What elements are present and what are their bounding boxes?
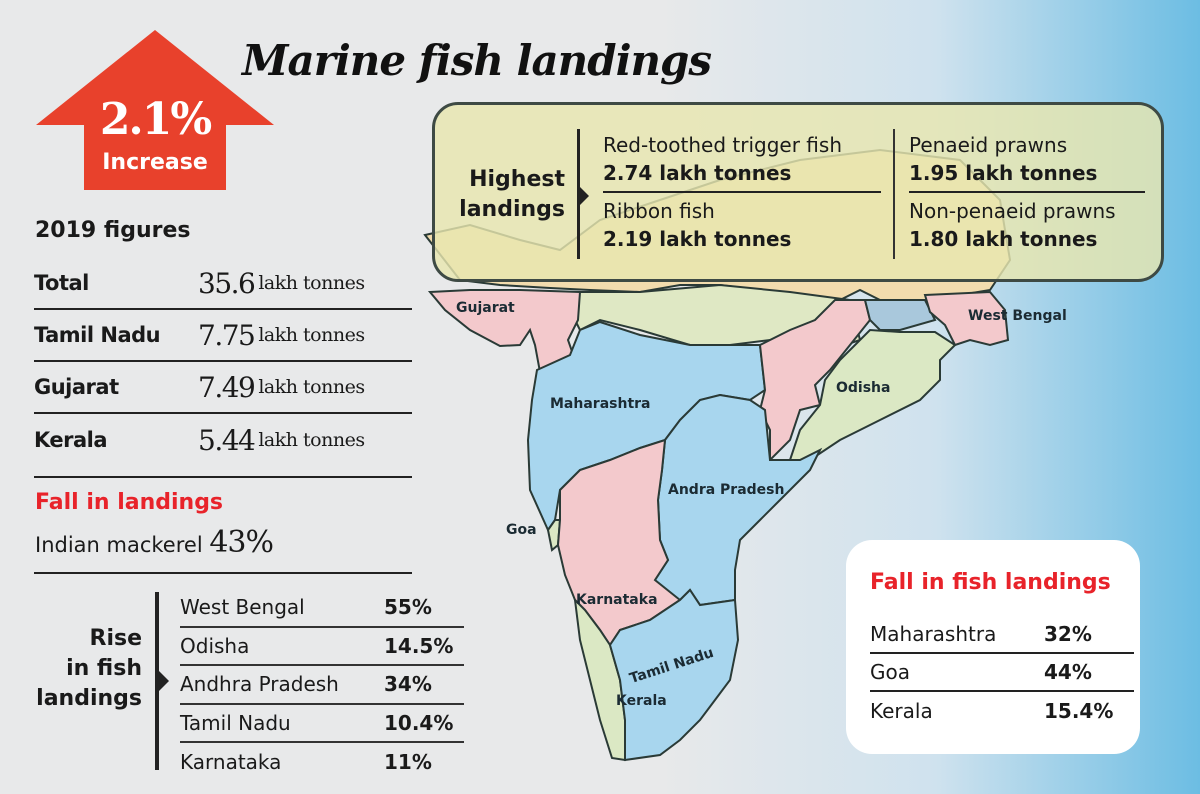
fall-box-table: Maharashtra 32% Goa 44% Kerala 15.4% bbox=[870, 616, 1134, 730]
table-row: Odisha 14.5% bbox=[180, 628, 464, 666]
map-label-karnataka: Karnataka bbox=[576, 592, 658, 608]
figures-table: Total 35.6 lakh tonnes Tamil Nadu 7.75 l… bbox=[34, 258, 412, 466]
figures-row-tamil-nadu: Tamil Nadu 7.75 lakh tonnes bbox=[34, 310, 412, 362]
rise-label-line: landings bbox=[36, 686, 142, 711]
figures-row-gujarat: Gujarat 7.49 lakh tonnes bbox=[34, 362, 412, 414]
rise-state: Andhra Pradesh bbox=[180, 672, 339, 697]
table-row: West Bengal 55% bbox=[180, 589, 464, 628]
highest-col-2: Penaeid prawns 1.95 lakh tonnes Non-pena… bbox=[909, 131, 1145, 253]
divider bbox=[34, 572, 412, 574]
fall-pct: 15.4% bbox=[1044, 699, 1114, 723]
increase-value: 2.1% bbox=[99, 94, 212, 145]
highest-item-name: Red-toothed trigger fish bbox=[603, 133, 842, 157]
table-row: Tamil Nadu 10.4% bbox=[180, 705, 464, 743]
figures-row-value: 35.6 bbox=[198, 266, 256, 300]
fall-in-landings-heading: Fall in landings bbox=[35, 490, 224, 515]
divider bbox=[603, 191, 881, 193]
table-row: Karnataka 11% bbox=[180, 743, 464, 782]
highest-label-line: Highest bbox=[469, 167, 565, 192]
increase-label: Increase bbox=[102, 150, 208, 175]
highest-item: Ribbon fish 2.19 lakh tonnes bbox=[603, 197, 881, 253]
pointer-triangle-icon bbox=[580, 187, 589, 205]
rise-pct: 14.5% bbox=[384, 633, 454, 658]
map-west-bengal bbox=[923, 290, 1010, 347]
fall-pct: 44% bbox=[1044, 660, 1092, 684]
map-jharkhand bbox=[863, 299, 937, 331]
fall-state: Goa bbox=[870, 660, 910, 684]
highest-label-line: landings bbox=[459, 197, 565, 222]
pointer-triangle-icon bbox=[159, 671, 169, 691]
fall-box-heading: Fall in fish landings bbox=[870, 570, 1111, 595]
highest-item-amount: 2.19 lakh tonnes bbox=[603, 227, 792, 251]
map-label-west-bengal: West Bengal bbox=[968, 308, 1067, 324]
up-arrow-icon bbox=[36, 30, 274, 190]
figures-row-kerala: Kerala 5.44 lakh tonnes bbox=[34, 414, 412, 466]
rise-pct: 11% bbox=[384, 750, 432, 775]
rise-table: West Bengal 55% Odisha 14.5% Andhra Prad… bbox=[180, 589, 464, 782]
highest-item-name: Penaeid prawns bbox=[909, 133, 1068, 157]
figures-row-unit: lakh tonnes bbox=[258, 272, 365, 294]
table-row: Andhra Pradesh 34% bbox=[180, 666, 464, 705]
highest-item: Non-penaeid prawns 1.80 lakh tonnes bbox=[909, 197, 1145, 253]
rise-state: Odisha bbox=[180, 633, 250, 658]
column-divider bbox=[893, 129, 895, 259]
figures-row-value: 5.44 bbox=[198, 423, 256, 457]
figures-row-label: Kerala bbox=[34, 428, 108, 452]
rise-label-line: in fish bbox=[66, 656, 142, 681]
increase-badge bbox=[34, 28, 276, 190]
highest-landings-label: Highest landings bbox=[455, 165, 565, 225]
map-label-maharashtra: Maharashtra bbox=[550, 396, 651, 412]
figures-row-label: Total bbox=[34, 271, 89, 295]
highest-item-amount: 2.74 lakh tonnes bbox=[603, 161, 792, 185]
highest-item-name: Non-penaeid prawns bbox=[909, 199, 1116, 223]
highest-landings-box: Highest landings Red-toothed trigger fis… bbox=[432, 102, 1164, 282]
rise-pct: 55% bbox=[384, 595, 432, 620]
page-title: Marine fish landings bbox=[242, 36, 712, 85]
highest-item-amount: 1.95 lakh tonnes bbox=[909, 161, 1098, 185]
divider bbox=[909, 191, 1145, 193]
highest-item: Penaeid prawns 1.95 lakh tonnes bbox=[909, 131, 1145, 187]
highest-item: Red-toothed trigger fish 2.74 lakh tonne… bbox=[603, 131, 881, 187]
fall-state: Maharashtra bbox=[870, 622, 997, 646]
figures-row-label: Gujarat bbox=[34, 375, 119, 399]
table-row: Goa 44% bbox=[870, 654, 1134, 692]
mackerel-value: 43% bbox=[209, 525, 274, 560]
fall-pct: 32% bbox=[1044, 622, 1092, 646]
mackerel-species: Indian mackerel bbox=[35, 533, 203, 557]
highest-item-amount: 1.80 lakh tonnes bbox=[909, 227, 1098, 251]
figures-row-unit: lakh tonnes bbox=[258, 324, 365, 346]
rise-label-line: Rise bbox=[89, 626, 143, 651]
rise-pct: 10.4% bbox=[384, 710, 454, 735]
table-row: Kerala 15.4% bbox=[870, 692, 1134, 730]
bracket-bar bbox=[155, 592, 159, 770]
map-label-kerala: Kerala bbox=[616, 693, 667, 709]
rise-pct: 34% bbox=[384, 672, 432, 697]
figures-row-label: Tamil Nadu bbox=[34, 323, 161, 347]
fall-in-fish-landings-box: Fall in fish landings Maharashtra 32% Go… bbox=[846, 540, 1140, 754]
rise-state: Karnataka bbox=[180, 750, 282, 775]
divider bbox=[34, 476, 412, 478]
map-label-gujarat: Gujarat bbox=[456, 300, 515, 316]
highest-item-name: Ribbon fish bbox=[603, 199, 715, 223]
figures-row-total: Total 35.6 lakh tonnes bbox=[34, 258, 412, 310]
highest-col-1: Red-toothed trigger fish 2.74 lakh tonne… bbox=[603, 131, 881, 253]
figures-row-value: 7.49 bbox=[198, 370, 256, 404]
mackerel-line: Indian mackerel 43% bbox=[35, 525, 274, 560]
map-label-odisha: Odisha bbox=[836, 380, 891, 396]
map-label-goa: Goa bbox=[506, 522, 537, 538]
map-tamil-nadu bbox=[608, 588, 740, 762]
rise-state: West Bengal bbox=[180, 595, 305, 620]
table-row: Maharashtra 32% bbox=[870, 616, 1134, 654]
map-label-andhra-pradesh: Andra Pradesh bbox=[668, 482, 785, 498]
rise-state: Tamil Nadu bbox=[180, 710, 291, 735]
figures-row-unit: lakh tonnes bbox=[258, 376, 365, 398]
figures-row-unit: lakh tonnes bbox=[258, 429, 365, 451]
rise-label: Rise in fish landings bbox=[30, 624, 142, 714]
bracket-bar bbox=[577, 129, 580, 259]
figures-heading: 2019 figures bbox=[35, 218, 191, 243]
figures-row-value: 7.75 bbox=[198, 318, 256, 352]
fall-state: Kerala bbox=[870, 699, 933, 723]
